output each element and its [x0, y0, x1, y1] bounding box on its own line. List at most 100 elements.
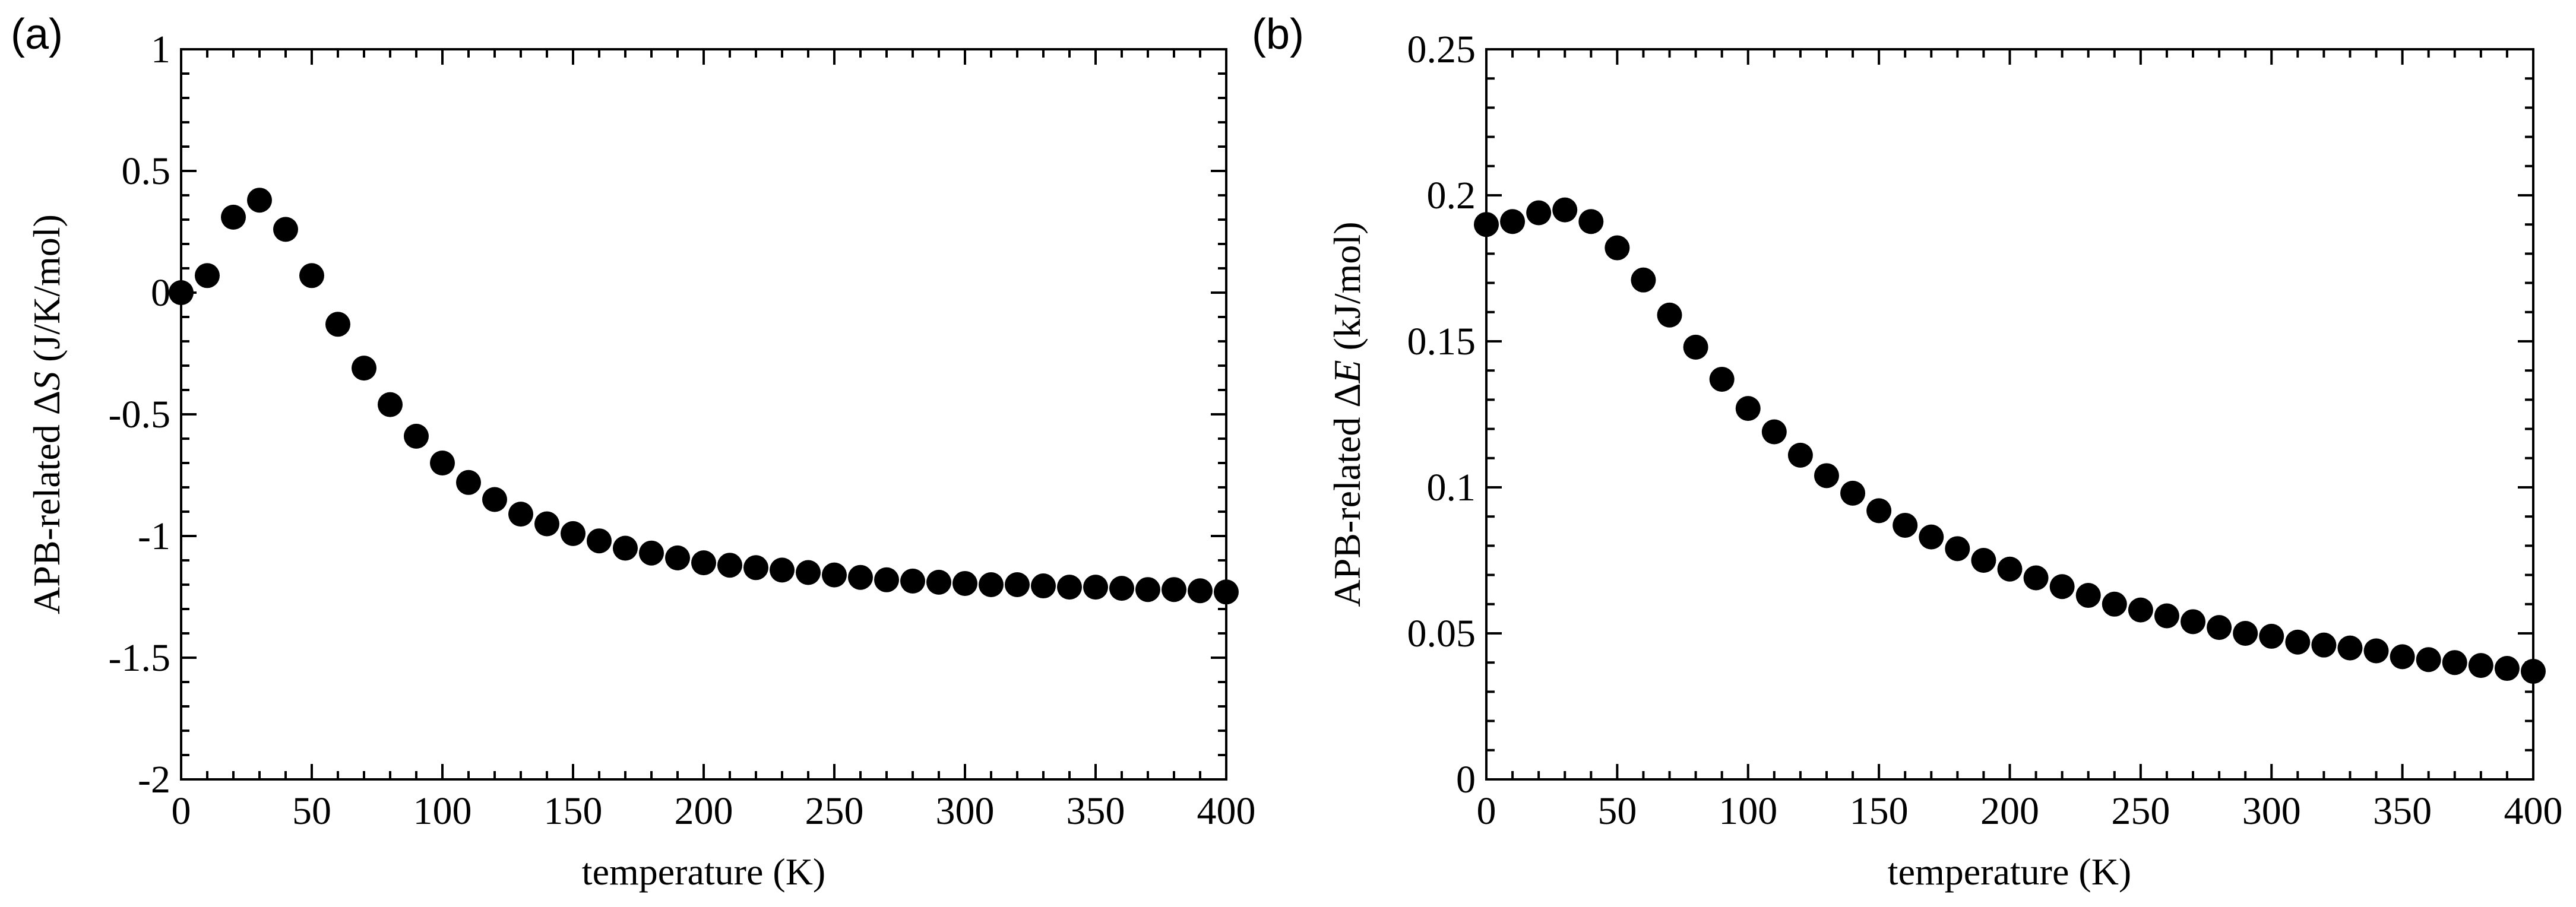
data-point — [1945, 536, 1970, 562]
data-point — [979, 572, 1004, 597]
x-tick-label: 250 — [805, 789, 864, 833]
data-point — [2311, 632, 2337, 658]
data-point — [1709, 366, 1735, 392]
panel-label-a: (a) — [11, 11, 63, 58]
data-point — [2154, 603, 2179, 629]
y-tick-label: 0.5 — [122, 150, 171, 193]
data-point — [1735, 396, 1761, 421]
data-point — [952, 570, 977, 596]
data-point — [822, 562, 847, 588]
data-point — [247, 188, 272, 213]
data-point — [770, 557, 795, 583]
x-tick-label: 400 — [2504, 789, 2563, 833]
x-tick-label: 350 — [2373, 789, 2432, 833]
data-point — [352, 356, 376, 381]
data-point — [2390, 644, 2415, 670]
data-point — [430, 451, 455, 475]
data-point — [2442, 650, 2467, 676]
x-tick-label: 0 — [1477, 789, 1496, 833]
data-point — [2494, 656, 2520, 681]
data-point — [1005, 572, 1030, 597]
y-axis-label-a-unit: (J/K/mol) — [26, 214, 68, 372]
x-tick-label: 150 — [1850, 789, 1909, 833]
data-point — [874, 567, 899, 592]
data-point — [378, 392, 403, 417]
y-tick-label: -0.5 — [109, 393, 170, 436]
data-point — [325, 312, 350, 337]
data-point — [456, 470, 481, 495]
plot-frame-b — [1485, 48, 2534, 781]
y-tick-labels-a: -2 -1.5 -1 -0.5 0 0.5 1 — [109, 28, 170, 801]
x-axis-label-a: temperature (K) — [582, 851, 825, 893]
data-point — [848, 565, 873, 590]
data-point — [534, 511, 559, 537]
data-point — [221, 204, 246, 230]
data-point — [1552, 197, 1578, 223]
x-tick-label: 400 — [1197, 789, 1256, 833]
data-point — [2207, 615, 2232, 640]
y-axis-label-a-symbol: S — [26, 372, 68, 391]
data-point — [1057, 575, 1082, 600]
y-tick-label: 0.15 — [1407, 320, 1476, 363]
ticks-a — [180, 48, 1227, 781]
y-tick-label: 0.1 — [1427, 466, 1476, 509]
data-point — [273, 217, 298, 242]
y-tick-label: 0 — [151, 271, 170, 315]
data-points-a — [169, 188, 1239, 605]
data-point — [2416, 647, 2441, 673]
data-point — [2128, 597, 2153, 623]
y-tick-label: 0 — [1456, 758, 1476, 801]
data-point — [1474, 212, 1499, 237]
y-axis-label-b: APB-related ΔE (kJ/mol) — [1326, 221, 1368, 607]
x-axis-label-b: temperature (K) — [1888, 851, 2131, 893]
y-axis-label-a-prefix: APB-related Δ — [26, 391, 68, 614]
data-point — [587, 528, 612, 554]
data-point — [796, 560, 821, 585]
data-point — [561, 521, 586, 546]
data-point — [508, 502, 533, 527]
data-point — [665, 545, 690, 570]
data-point — [1631, 267, 1656, 293]
y-axis-label-a: APB-related ΔS (J/K/mol) — [26, 214, 68, 614]
data-point — [1526, 200, 1552, 226]
data-point — [1997, 556, 2023, 582]
y-tick-label: 1 — [151, 28, 170, 71]
data-point — [2102, 591, 2127, 617]
y-axis-label-b-unit: (kJ/mol) — [1326, 221, 1368, 360]
data-point — [1500, 209, 1526, 234]
y-axis-label-b-symbol: E — [1326, 360, 1368, 383]
data-point — [1214, 579, 1239, 605]
panel-a: (a) 0 50 100 150 200 250 300 350 400 -2 -1.5 -1 -0.… — [11, 11, 1256, 893]
data-point — [2023, 565, 2049, 591]
x-tick-labels-b: 0 50 100 150 200 250 300 350 400 — [1477, 789, 2563, 833]
data-point — [1605, 235, 1630, 261]
panel-b: (b) 0 50 100 150 200 250 300 350 400 0 0.05 0.1 0.1… — [1252, 11, 2563, 893]
data-point — [1083, 575, 1108, 600]
y-tick-label: 0.25 — [1407, 28, 1476, 71]
x-tick-label: 0 — [172, 789, 191, 833]
data-point — [743, 555, 768, 581]
y-axis-label-b-prefix: APB-related Δ — [1326, 383, 1368, 607]
data-point — [2181, 609, 2206, 635]
x-tick-label: 300 — [936, 789, 995, 833]
y-tick-label: -2 — [138, 758, 170, 801]
x-tick-label: 150 — [544, 789, 603, 833]
data-point — [639, 540, 664, 566]
data-point — [1919, 524, 1944, 550]
data-point — [404, 423, 429, 449]
y-tick-labels-b: 0 0.05 0.1 0.15 0.2 0.25 — [1407, 28, 1476, 801]
x-tick-label: 100 — [1719, 789, 1777, 833]
data-point — [2285, 629, 2311, 655]
data-point — [482, 487, 507, 512]
data-point — [1188, 578, 1213, 604]
x-tick-label: 50 — [1597, 789, 1637, 833]
data-point — [1866, 498, 1892, 524]
data-point — [2468, 653, 2493, 678]
ticks-b — [1485, 48, 2534, 781]
data-point — [1787, 442, 1813, 468]
x-tick-label: 50 — [292, 789, 331, 833]
data-point — [1031, 573, 1056, 599]
data-point — [691, 550, 716, 576]
data-point — [2363, 638, 2389, 664]
